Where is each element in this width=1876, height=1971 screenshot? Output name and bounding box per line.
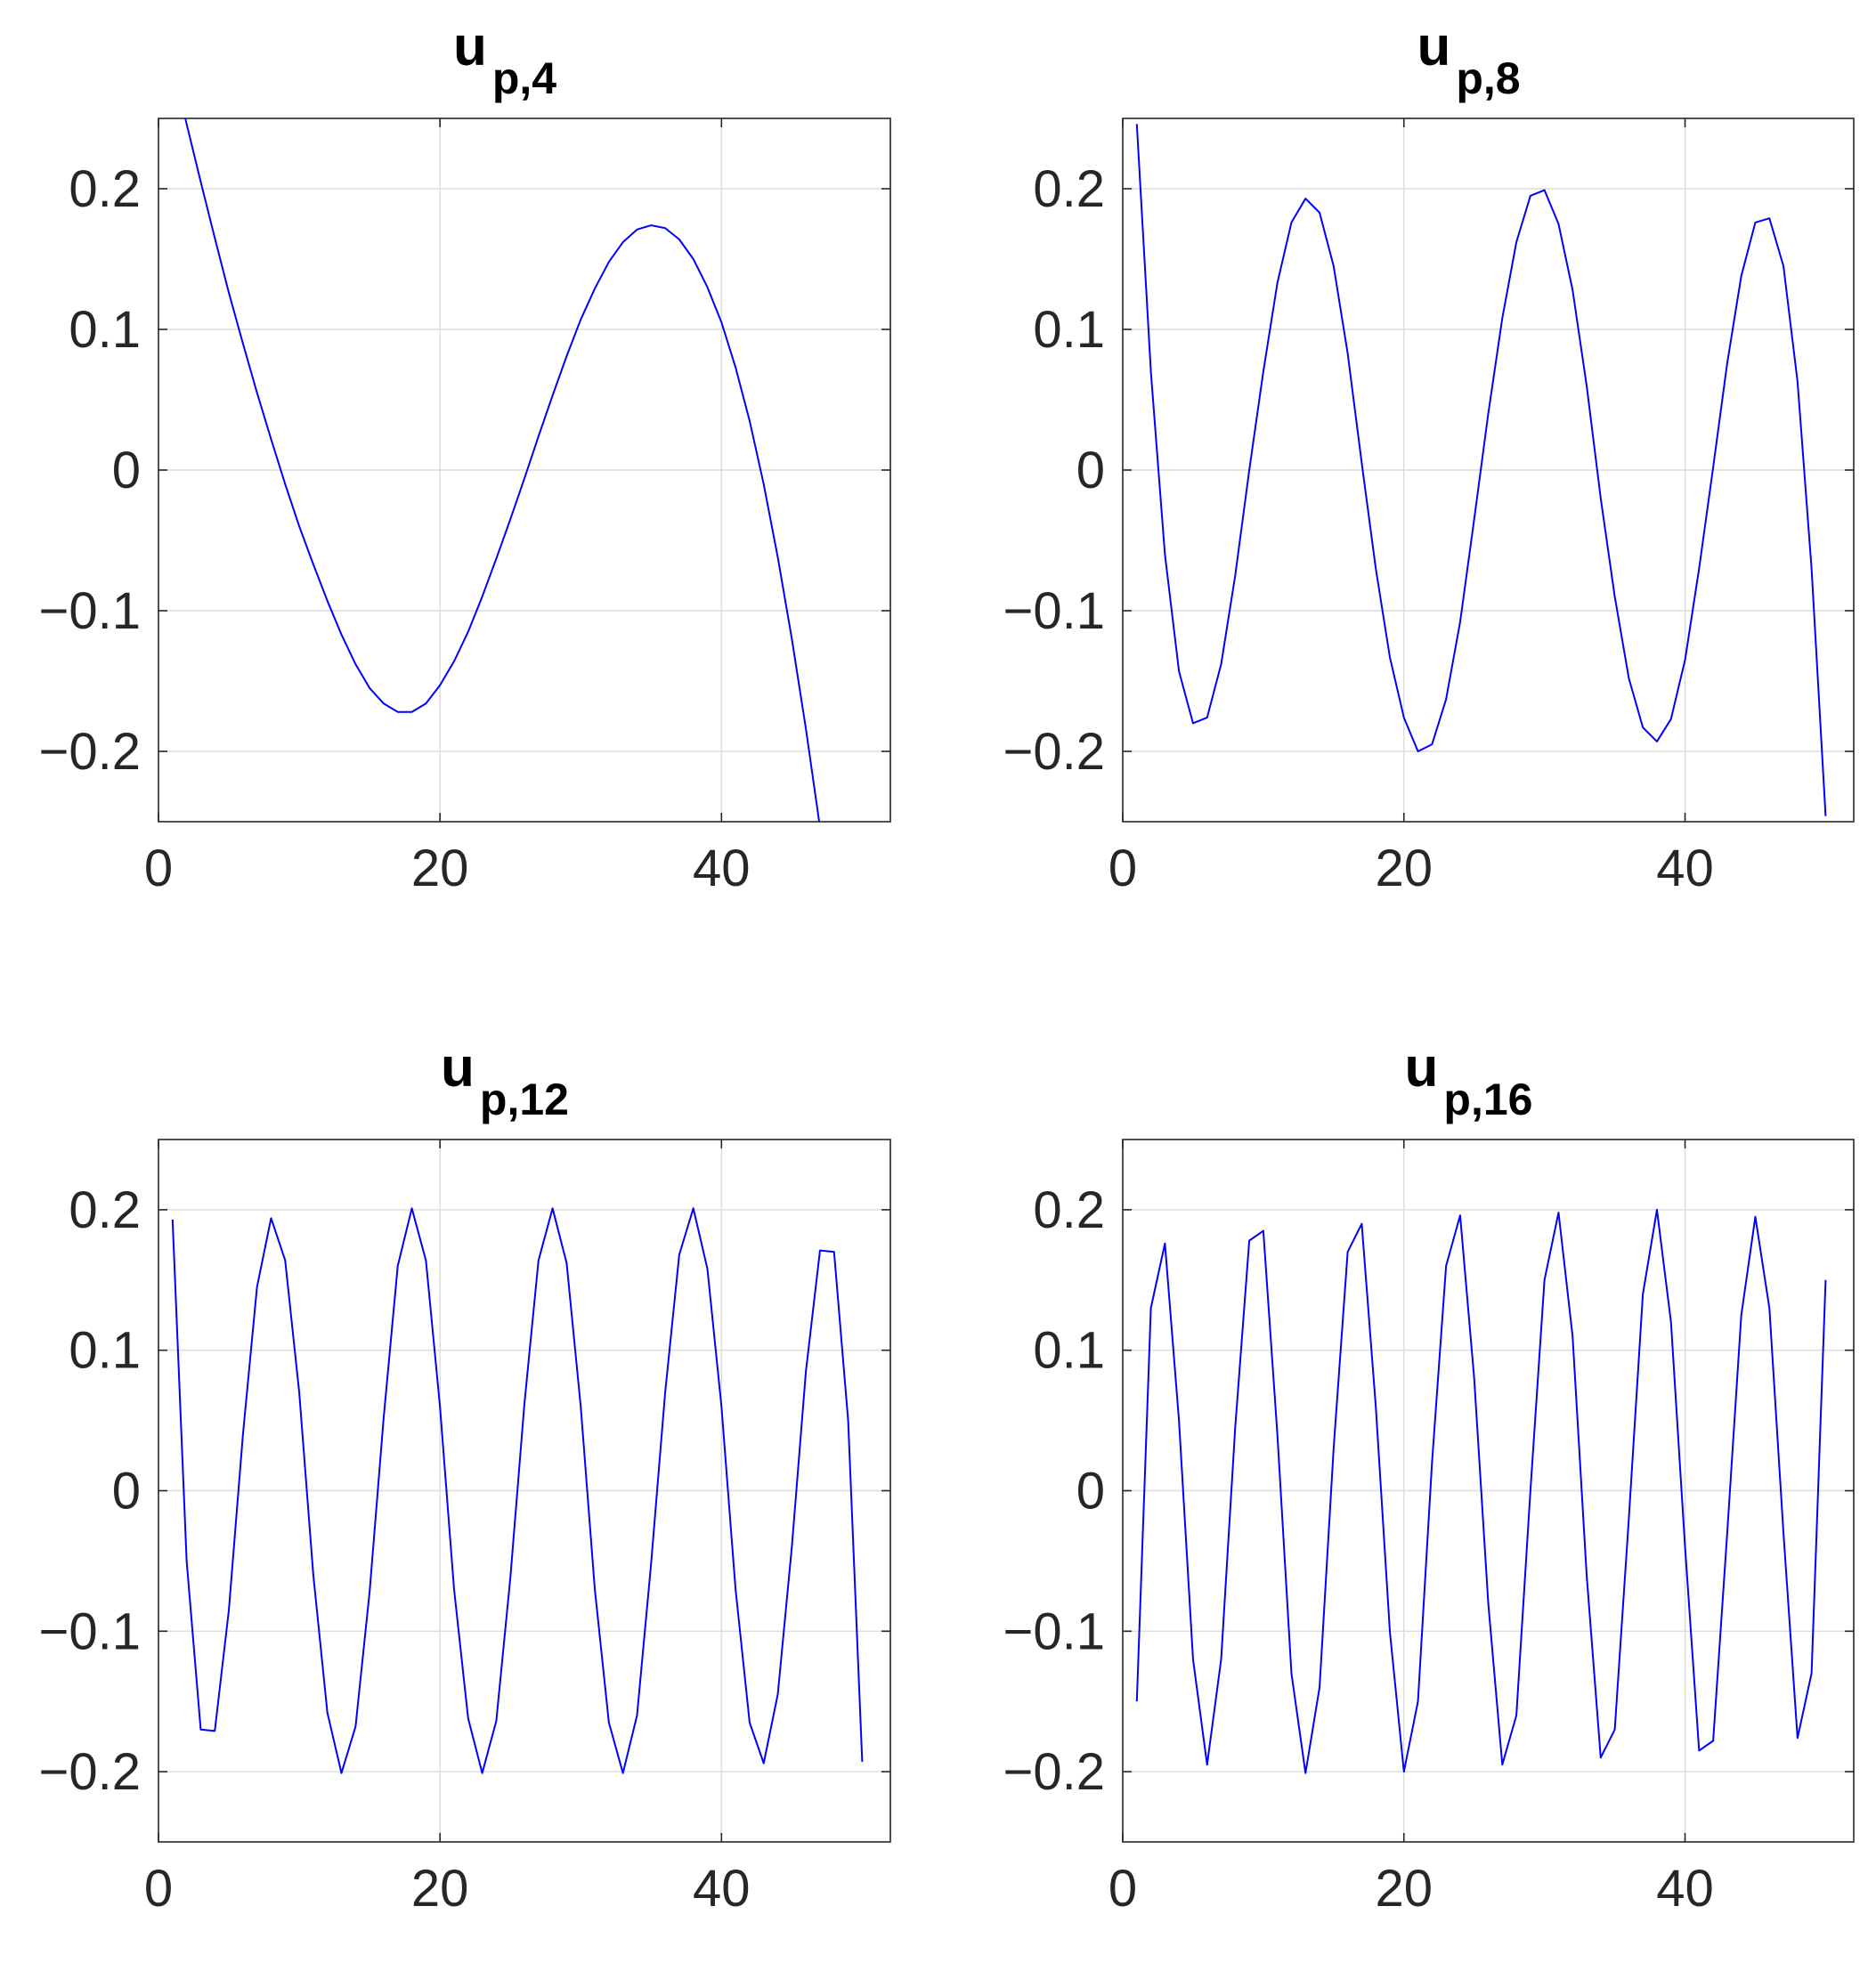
y-tick-label: 0.1: [69, 1322, 141, 1380]
x-tick-label: 40: [693, 1860, 751, 1918]
y-tick-label: 0.2: [69, 160, 141, 218]
y-tick-label: 0.2: [1033, 160, 1105, 218]
y-tick-label: 0: [112, 1463, 141, 1521]
y-tick-label: −0.2: [1003, 1743, 1106, 1801]
chart-title: up,12: [441, 1037, 569, 1124]
y-tick-label: −0.1: [39, 1602, 142, 1660]
y-tick-label: −0.2: [1003, 723, 1106, 781]
y-tick-label: 0.1: [69, 301, 141, 359]
y-tick-label: 0: [1076, 1463, 1105, 1521]
series-line: [1135, 124, 1827, 816]
chart-title-subscript: p,4: [492, 53, 556, 103]
x-tick-label: 40: [693, 840, 751, 897]
y-tick-label: 0.1: [1033, 301, 1105, 359]
chart-panel-1: 0 20 40 −0.2 −0.1 0 0.1 0.2 up,4: [39, 16, 891, 897]
x-tick-label: 0: [144, 840, 173, 897]
chart-title-subscript: p,12: [480, 1075, 569, 1124]
chart-title-main: u: [1405, 1037, 1439, 1099]
y-tick-label: −0.2: [39, 723, 142, 781]
chart-title-subscript: p,16: [1443, 1075, 1532, 1124]
y-tick-label: 0.1: [1033, 1322, 1105, 1380]
chart-panel-3: 0 20 40 −0.2 −0.1 0 0.1 0.2 up,12: [39, 1037, 891, 1918]
chart-title-subscript: p,8: [1456, 53, 1520, 103]
y-tick-label: 0: [112, 442, 141, 499]
grid: [1123, 118, 1854, 822]
x-tick-label: 20: [1376, 1860, 1433, 1918]
chart-panel-4: 0 20 40 −0.2 −0.1 0 0.1 0.2 up,16: [1003, 1037, 1855, 1918]
x-tick-label: 0: [1109, 840, 1137, 897]
x-tick-label: 20: [411, 1860, 469, 1918]
x-tick-label: 0: [144, 1860, 173, 1918]
chart-panel-2: 0 20 40 −0.2 −0.1 0 0.1 0.2 up,8: [1003, 16, 1855, 897]
x-tick-label: 40: [1656, 1860, 1714, 1918]
y-tick-label: 0.2: [1033, 1181, 1105, 1239]
series-line: [184, 118, 821, 822]
x-tick-label: 20: [1376, 840, 1433, 897]
chart-title: up,8: [1417, 16, 1520, 103]
grid: [158, 118, 890, 822]
grid: [158, 1140, 890, 1842]
x-tick-label: 40: [1656, 840, 1714, 897]
series-line: [171, 1207, 864, 1774]
y-tick-label: −0.1: [1003, 582, 1106, 640]
y-tick-label: −0.2: [39, 1743, 142, 1801]
chart-title: up,4: [453, 16, 556, 103]
y-tick-label: 0.2: [69, 1181, 141, 1239]
chart-title-main: u: [441, 1037, 475, 1099]
chart-title-main: u: [453, 16, 487, 77]
series-line: [1135, 1208, 1827, 1774]
chart-title-main: u: [1417, 16, 1450, 77]
x-tick-label: 0: [1109, 1860, 1137, 1918]
y-tick-label: −0.1: [1003, 1602, 1106, 1660]
y-tick-label: −0.1: [39, 582, 142, 640]
chart-title: up,16: [1405, 1037, 1533, 1124]
x-tick-label: 20: [411, 840, 469, 897]
grid: [1123, 1140, 1854, 1842]
y-tick-label: 0: [1076, 442, 1105, 499]
